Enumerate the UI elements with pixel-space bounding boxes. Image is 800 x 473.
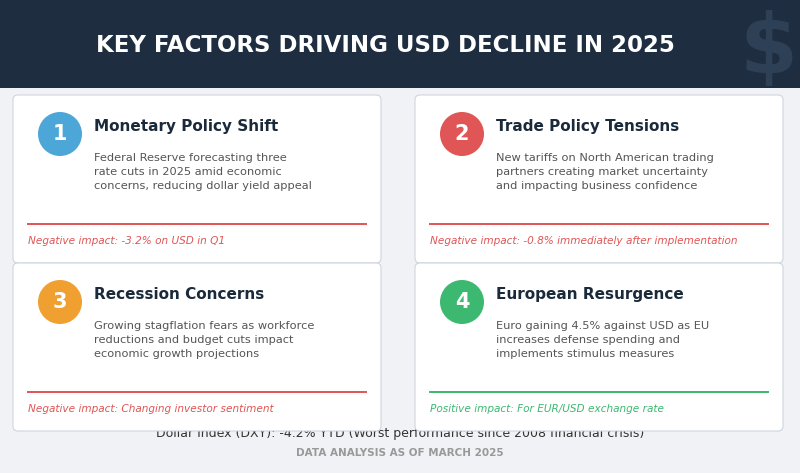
FancyBboxPatch shape <box>415 95 783 263</box>
Text: Recession Concerns: Recession Concerns <box>94 287 264 301</box>
Circle shape <box>38 112 82 156</box>
Text: European Resurgence: European Resurgence <box>496 287 684 301</box>
FancyBboxPatch shape <box>13 263 381 431</box>
FancyBboxPatch shape <box>13 95 381 263</box>
Circle shape <box>440 280 484 324</box>
Text: Dollar Index (DXY): -4.2% YTD (Worst performance since 2008 financial crisis): Dollar Index (DXY): -4.2% YTD (Worst per… <box>156 427 644 439</box>
FancyBboxPatch shape <box>0 0 800 88</box>
Text: Negative impact: Changing investor sentiment: Negative impact: Changing investor senti… <box>28 404 274 414</box>
Text: New tariffs on North American trading
partners creating market uncertainty
and i: New tariffs on North American trading pa… <box>496 153 714 192</box>
Text: KEY FACTORS DRIVING USD DECLINE IN 2025: KEY FACTORS DRIVING USD DECLINE IN 2025 <box>95 35 674 58</box>
Text: 2: 2 <box>454 124 470 144</box>
Text: Negative impact: -0.8% immediately after implementation: Negative impact: -0.8% immediately after… <box>430 236 738 246</box>
Circle shape <box>440 112 484 156</box>
Text: Trade Policy Tensions: Trade Policy Tensions <box>496 119 679 133</box>
FancyBboxPatch shape <box>415 263 783 431</box>
Text: $: $ <box>739 9 797 90</box>
Text: Monetary Policy Shift: Monetary Policy Shift <box>94 119 278 133</box>
Text: Positive impact: For EUR/USD exchange rate: Positive impact: For EUR/USD exchange ra… <box>430 404 664 414</box>
Text: DATA ANALYSIS AS OF MARCH 2025: DATA ANALYSIS AS OF MARCH 2025 <box>296 448 504 458</box>
Circle shape <box>38 280 82 324</box>
Text: Growing stagflation fears as workforce
reductions and budget cuts impact
economi: Growing stagflation fears as workforce r… <box>94 321 314 359</box>
Text: Euro gaining 4.5% against USD as EU
increases defense spending and
implements st: Euro gaining 4.5% against USD as EU incr… <box>496 321 710 359</box>
Text: Federal Reserve forecasting three
rate cuts in 2025 amid economic
concerns, redu: Federal Reserve forecasting three rate c… <box>94 153 312 192</box>
Text: 3: 3 <box>53 292 67 312</box>
Text: 1: 1 <box>53 124 67 144</box>
Text: Negative impact: -3.2% on USD in Q1: Negative impact: -3.2% on USD in Q1 <box>28 236 225 246</box>
Text: 4: 4 <box>454 292 470 312</box>
